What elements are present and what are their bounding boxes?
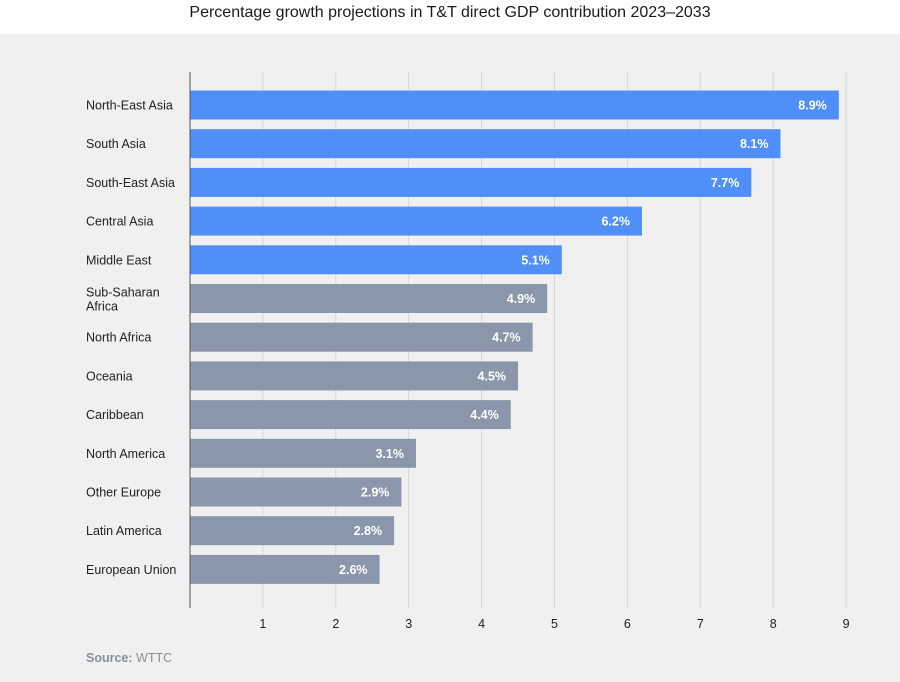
category-label: European Union [86,563,176,577]
value-label: 2.9% [361,486,390,500]
bar [190,167,752,197]
x-tick-label: 9 [843,617,850,631]
value-label: 4.7% [492,331,521,345]
category-label: Oceania [86,369,133,383]
x-tick-label: 1 [259,617,266,631]
value-label: 8.1% [740,137,769,151]
bar [190,129,781,159]
value-label: 4.4% [470,408,499,422]
bar [190,90,839,120]
x-tick-label: 7 [697,617,704,631]
category-label: Central Asia [86,215,153,229]
value-label: 2.8% [354,524,383,538]
bar [190,284,548,313]
source-value: WTTC [136,651,173,665]
bar [190,477,402,507]
value-label: 2.6% [339,563,368,577]
value-label: 5.1% [521,253,550,267]
bar [190,438,416,468]
chart-title: Percentage growth projections in T&T dir… [189,4,711,21]
category-label: Caribbean [86,408,144,422]
bars: 8.9% 8.1% 7.7% 6.2% 5.1% 4.9% 4.7% 4.5% 4.4% 3.1%… [190,90,839,584]
x-tick-label: 5 [551,617,558,631]
category-label: Latin America [86,524,162,538]
category-label: South Asia [86,137,146,151]
category-label: South-East Asia [86,176,175,190]
category-label: North Africa [86,331,151,345]
x-tick-label: 4 [478,617,485,631]
bar [190,361,519,391]
value-label: 3.1% [375,447,404,461]
bar [190,516,395,546]
category-label: Other Europe [86,486,161,500]
x-tick-labels: 1 2 3 4 5 6 7 8 9 [259,617,849,631]
bar [190,400,511,430]
category-label: North America [86,447,165,461]
bar [190,206,642,236]
category-label: Sub-Saharan Africa [86,286,160,314]
bar [190,245,562,275]
value-label: 4.9% [507,292,536,306]
source-note: Source: WTTC [86,651,172,665]
bar [190,322,533,352]
category-labels: North-East Asia South Asia South-East Asia… [86,99,176,577]
value-label: 6.2% [601,215,630,229]
source-key: Source: [86,651,133,665]
x-tick-label: 8 [770,617,777,631]
bar [190,554,380,584]
category-label: North-East Asia [86,99,173,113]
value-label: 4.5% [478,369,507,383]
value-label: 8.9% [798,99,827,113]
x-tick-label: 2 [332,617,339,631]
category-label: Middle East [86,253,152,267]
value-label: 7.7% [711,176,740,190]
x-tick-label: 6 [624,617,631,631]
x-tick-label: 3 [405,617,412,631]
